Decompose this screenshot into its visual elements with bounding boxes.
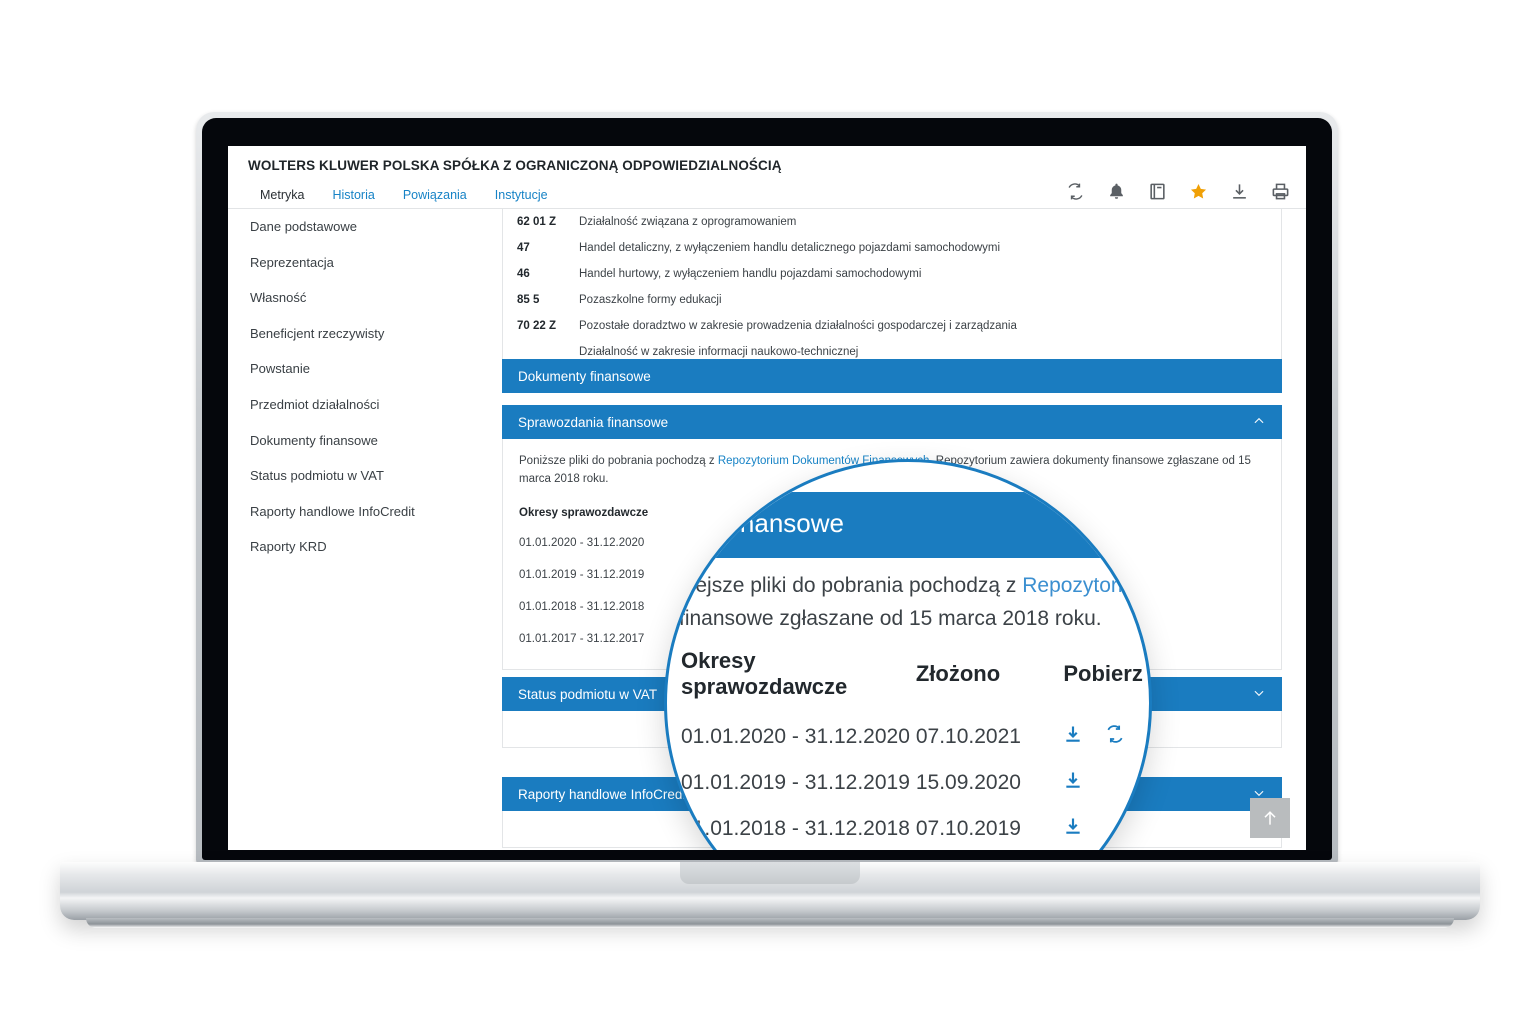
refresh-icon[interactable] bbox=[1105, 724, 1125, 750]
section-header-dokumenty-finansowe[interactable]: Dokumenty finansowe bbox=[502, 359, 1282, 393]
header-divider bbox=[228, 208, 1306, 209]
magnified-section-title: nty finansowe bbox=[685, 508, 844, 538]
col-okresy: Okresy sprawozdawcze bbox=[681, 648, 848, 699]
magnified-note: niejsze pliki do pobrania pochodzą z Rep… bbox=[679, 570, 1149, 635]
magnifier-lens: nty finansowe niejsze pliki do pobrania … bbox=[664, 459, 1152, 850]
page-title: WOLTERS KLUWER POLSKA SPÓŁKA Z OGRANICZO… bbox=[248, 158, 782, 173]
bell-icon[interactable] bbox=[1107, 182, 1126, 201]
print-icon[interactable] bbox=[1271, 182, 1290, 201]
table-row: 01.01.2020 - 31.12.2020 07.10.2021 bbox=[681, 714, 1149, 760]
chevron-down-icon[interactable] bbox=[1252, 686, 1266, 703]
sidebar-item-raporty-handlowe-infocredit[interactable]: Raporty handlowe InfoCredit bbox=[250, 503, 415, 519]
pkd-code: 46 bbox=[517, 268, 530, 280]
star-icon[interactable] bbox=[1189, 182, 1208, 201]
magnified-note-line2: finansowe zgłaszane od 15 marca 2018 rok… bbox=[679, 606, 1102, 630]
download-icon[interactable] bbox=[1230, 182, 1249, 201]
section-dokumenty-finansowe: Dokumenty finansowe bbox=[502, 359, 1282, 393]
cell-actions bbox=[1063, 760, 1149, 806]
cell-actions bbox=[1063, 806, 1149, 850]
table-header-row: Okresy sprawozdawcze Złożono Pobierz bbox=[681, 642, 1149, 714]
sidebar-item-raporty-krd[interactable]: Raporty KRD bbox=[250, 539, 327, 555]
scroll-to-top-button[interactable] bbox=[1250, 798, 1290, 838]
note-text-before: Poniższe pliki do pobrania pochodzą z bbox=[519, 455, 718, 467]
cell-period: 01.01.2018 - 31.12.2018 bbox=[519, 600, 645, 613]
sidebar-item-reprezentacja[interactable]: Reprezentacja bbox=[250, 254, 334, 270]
pkd-description: Handel detaliczny, z wyłączeniem handlu … bbox=[579, 242, 1001, 254]
cell-period: 01.01.2020 - 31.12.2020 bbox=[519, 536, 645, 549]
tab-instytucje[interactable]: Instytucje bbox=[494, 188, 548, 202]
sidebar-item-powstanie[interactable]: Powstanie bbox=[250, 361, 310, 377]
laptop-base bbox=[60, 862, 1480, 920]
app-header: WOLTERS KLUWER POLSKA SPÓŁKA Z OGRANICZO… bbox=[228, 146, 1306, 213]
col-pobierz: Pobierz bbox=[1063, 661, 1143, 686]
pkd-code: 70 22 Z bbox=[517, 320, 556, 332]
sidebar-item-dokumenty-finansowe[interactable]: Dokumenty finansowe bbox=[250, 432, 378, 448]
download-icon[interactable] bbox=[1063, 724, 1083, 750]
pkd-table: 62 01 Z Działalność związana z oprogramo… bbox=[502, 209, 1282, 366]
pkd-description: Pozaszkolne formy edukacji bbox=[579, 294, 722, 306]
book-icon[interactable] bbox=[1148, 182, 1167, 201]
download-icon[interactable] bbox=[1063, 816, 1083, 836]
header-toolbar bbox=[1066, 182, 1290, 201]
table-row: 01.01.2018 - 31.12.2018 07.10.2019 bbox=[681, 806, 1149, 850]
note-text-after: . Repozytorium zawiera dokumenty finanso… bbox=[519, 455, 1251, 485]
pkd-description: Pozostałe doradztwo w zakresie prowadzen… bbox=[579, 320, 1017, 332]
magnified-section-header-bar[interactable] bbox=[667, 492, 1149, 558]
pkd-description: Działalność w zakresie informacji naukow… bbox=[579, 346, 859, 358]
sidebar-item-beneficjent-rzeczywisty[interactable]: Beneficjent rzeczywisty bbox=[250, 325, 385, 341]
magnifier-content: nty finansowe niejsze pliki do pobrania … bbox=[667, 462, 1149, 850]
sidebar-item-dane-podstawowe[interactable]: Dane podstawowe bbox=[250, 219, 357, 234]
magnified-table: Okresy sprawozdawcze Złożono Pobierz 01.… bbox=[681, 642, 1149, 850]
table-row: 47 Handel detaliczny, z wyłączeniem hand… bbox=[503, 235, 1281, 261]
section-title: Sprawozdania finansowe bbox=[518, 414, 669, 430]
pkd-code: 85 5 bbox=[517, 294, 540, 306]
browser-screen: WOLTERS KLUWER POLSKA SPÓŁKA Z OGRANICZO… bbox=[228, 146, 1306, 850]
cell-submitted: 07.10.2021 bbox=[915, 725, 1021, 748]
laptop-base-foot bbox=[86, 918, 1454, 928]
pkd-code: 47 bbox=[517, 242, 530, 254]
sidebar-item-wlasnosc[interactable]: Własność bbox=[250, 290, 307, 306]
cell-period: 01.01.2019 - 31.12.2019 bbox=[681, 771, 910, 794]
table-row: 62 01 Z Działalność związana z oprogramo… bbox=[503, 209, 1281, 235]
magnified-repozytorium-link[interactable]: Repozytoriu bbox=[1022, 574, 1135, 597]
section-title: Raporty handlowe InfoCredit bbox=[518, 786, 690, 802]
chevron-down-icon[interactable] bbox=[1252, 786, 1266, 803]
download-icon[interactable] bbox=[1063, 770, 1083, 790]
cell-submitted: 15.09.2020 bbox=[915, 771, 1021, 794]
cell-submitted: 07.10.2019 bbox=[915, 817, 1021, 840]
cell-period: 01.01.2019 - 31.12.2019 bbox=[519, 568, 645, 581]
col-zlozono: Złożono bbox=[915, 661, 1001, 686]
cell-period: 01.01.2018 - 31.12.2018 bbox=[681, 817, 910, 840]
tab-historia[interactable]: Historia bbox=[332, 188, 375, 202]
sidebar: Dane podstawowe Reprezentacja Własność B… bbox=[228, 209, 490, 850]
refresh-icon[interactable] bbox=[1066, 182, 1085, 201]
magnified-note-line1: niejsze pliki do pobrania pochodzą z bbox=[679, 574, 1023, 597]
pkd-description: Działalność związana z oprogramowaniem bbox=[579, 216, 797, 228]
table-row: Działalność w zakresie informacji naukow… bbox=[503, 339, 1281, 365]
table-row: 70 22 Z Pozostałe doradztwo w zakresie p… bbox=[503, 313, 1281, 339]
table-row: 85 5 Pozaszkolne formy edukacji bbox=[503, 287, 1281, 313]
pkd-description: Handel hurtowy, z wyłączeniem handlu poj… bbox=[579, 268, 922, 280]
tab-powiazania[interactable]: Powiązania bbox=[402, 188, 467, 202]
col-okresy: Okresy sprawozdawcze bbox=[519, 506, 649, 519]
cell-period: 01.01.2020 - 31.12.2020 bbox=[681, 725, 910, 748]
sprawozdania-note: Poniższe pliki do pobrania pochodzą z Re… bbox=[503, 439, 1281, 499]
cell-actions bbox=[1063, 714, 1149, 760]
arrow-up-icon bbox=[1264, 811, 1276, 825]
sidebar-item-przedmiot-dzialalnosci[interactable]: Przedmiot działalności bbox=[250, 396, 380, 412]
table-row: 01.01.2019 - 31.12.2019 15.09.2020 bbox=[681, 760, 1149, 806]
sidebar-item-status-podmiotu-w-vat[interactable]: Status podmiotu w VAT bbox=[250, 468, 384, 484]
chevron-up-icon[interactable] bbox=[1252, 414, 1266, 431]
section-title: Dokumenty finansowe bbox=[518, 368, 651, 384]
cell-period: 01.01.2017 - 31.12.2017 bbox=[519, 632, 645, 645]
pkd-code: 62 01 Z bbox=[517, 216, 556, 228]
section-header-sprawozdania-finansowe[interactable]: Sprawozdania finansowe bbox=[502, 405, 1282, 439]
section-title: Status podmiotu w VAT bbox=[518, 686, 658, 702]
table-row: 46 Handel hurtowy, z wyłączeniem handlu … bbox=[503, 261, 1281, 287]
